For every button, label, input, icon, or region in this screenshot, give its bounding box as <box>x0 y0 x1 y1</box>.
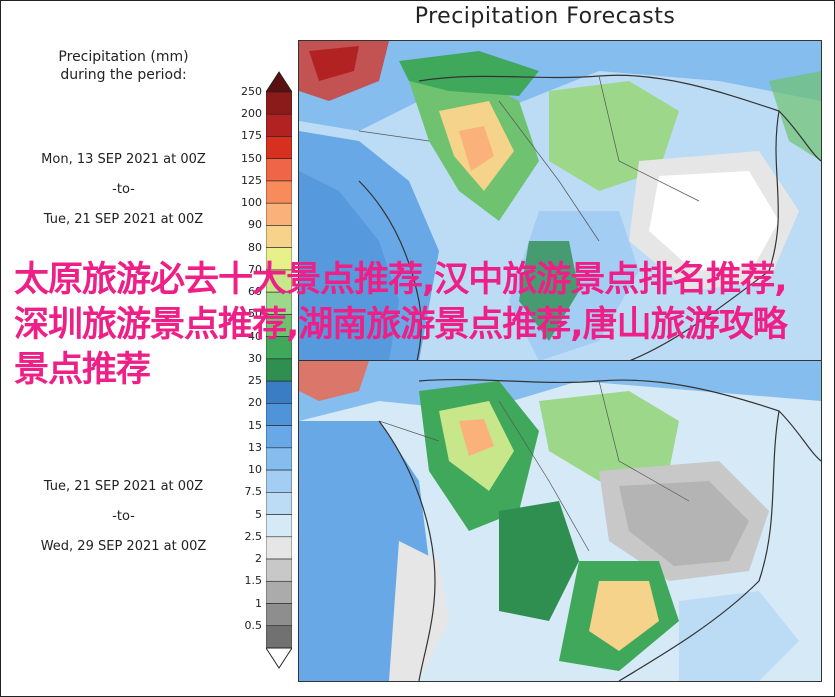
period-1-sep: -to- <box>112 182 135 197</box>
colorbar-swatch <box>266 514 292 538</box>
period-2-sep: -to- <box>112 509 135 524</box>
period-2-to: Wed, 29 SEP 2021 at 00Z <box>40 539 207 554</box>
colorbar-swatch <box>266 536 292 560</box>
period-1-to: Tue, 21 SEP 2021 at 00Z <box>43 212 204 227</box>
colorbar-swatch <box>266 403 292 426</box>
colorbar-tick-label: 20 <box>248 396 262 410</box>
colorbar-tick-label: 70 <box>248 262 262 276</box>
colorbar-tick-label: 5 <box>255 507 262 521</box>
colorbar-tick-label: 15 <box>248 418 262 432</box>
colorbar-swatch <box>266 580 292 604</box>
colorbar-swatch <box>266 158 292 182</box>
colorbar-tick-label: 2.5 <box>244 529 263 543</box>
colorbar-tick-label: 7.5 <box>244 485 263 499</box>
period-2-from: Tue, 21 SEP 2021 at 00Z <box>43 479 204 494</box>
colorbar-tick-label: 0.5 <box>244 618 263 632</box>
forecast-map-period-2 <box>298 360 822 682</box>
colorbar-swatch <box>266 603 292 627</box>
colorbar-swatch <box>266 202 292 226</box>
period-1-from: Mon, 13 SEP 2021 at 00Z <box>41 152 206 167</box>
colorbar-swatch <box>266 492 292 515</box>
colorbar-tick-label: 25 <box>248 374 262 388</box>
colorbar-tick-label: 250 <box>241 85 262 98</box>
colorbar-tick-label: 125 <box>241 173 262 187</box>
colorbar-swatch <box>266 225 292 248</box>
colorbar-tick-label: 90 <box>248 218 262 232</box>
colorbar-swatch <box>266 558 292 582</box>
legend-header-line2: during the period: <box>60 67 187 83</box>
colorbar <box>266 71 292 669</box>
colorbar-tick-label: 30 <box>248 351 262 365</box>
colorbar-tick-label: 13 <box>248 440 262 454</box>
colorbar-tick-label: 1 <box>255 596 262 610</box>
colorbar-tick-label: 80 <box>248 240 262 254</box>
forecast-map-period-1 <box>298 40 822 362</box>
colorbar-tick-label: 50 <box>248 307 262 321</box>
colorbar-tick-label: 100 <box>241 196 262 210</box>
colorbar-swatch <box>266 91 292 115</box>
colorbar-swatch <box>266 136 292 160</box>
period-1-label: Mon, 13 SEP 2021 at 00Z -to- Tue, 21 SEP… <box>6 145 241 235</box>
colorbar-tick-label: 175 <box>241 129 262 143</box>
watermark-overlay-text: 太原旅游必去十大景点推荐,汉中旅游景点排名推荐,深圳旅游景点推荐,湖南旅游景点推… <box>14 260 788 390</box>
colorbar-tick-label: 150 <box>241 151 262 165</box>
colorbar-swatch <box>266 447 292 471</box>
colorbar-tick-label: 200 <box>241 107 262 121</box>
colorbar-swatch <box>266 469 292 493</box>
colorbar-max-arrow <box>266 71 292 93</box>
colorbar-tick-label: 60 <box>248 285 262 299</box>
colorbar-tick-label: 10 <box>248 463 262 477</box>
colorbar-swatch <box>266 425 292 449</box>
legend-header: Precipitation (mm) during the period: <box>6 48 241 84</box>
legend-header-line1: Precipitation (mm) <box>58 49 189 65</box>
colorbar-swatch <box>266 113 292 137</box>
figure-title: Precipitation Forecasts <box>414 4 676 29</box>
colorbar-swatch <box>266 180 292 204</box>
colorbar-min-arrow <box>266 647 292 669</box>
colorbar-tick-label: 40 <box>248 329 262 343</box>
period-2-label: Tue, 21 SEP 2021 at 00Z -to- Wed, 29 SEP… <box>6 472 241 562</box>
colorbar-swatch <box>266 625 292 649</box>
colorbar-tick-label: 1.5 <box>244 574 263 588</box>
colorbar-tick-label: 2 <box>255 552 262 566</box>
